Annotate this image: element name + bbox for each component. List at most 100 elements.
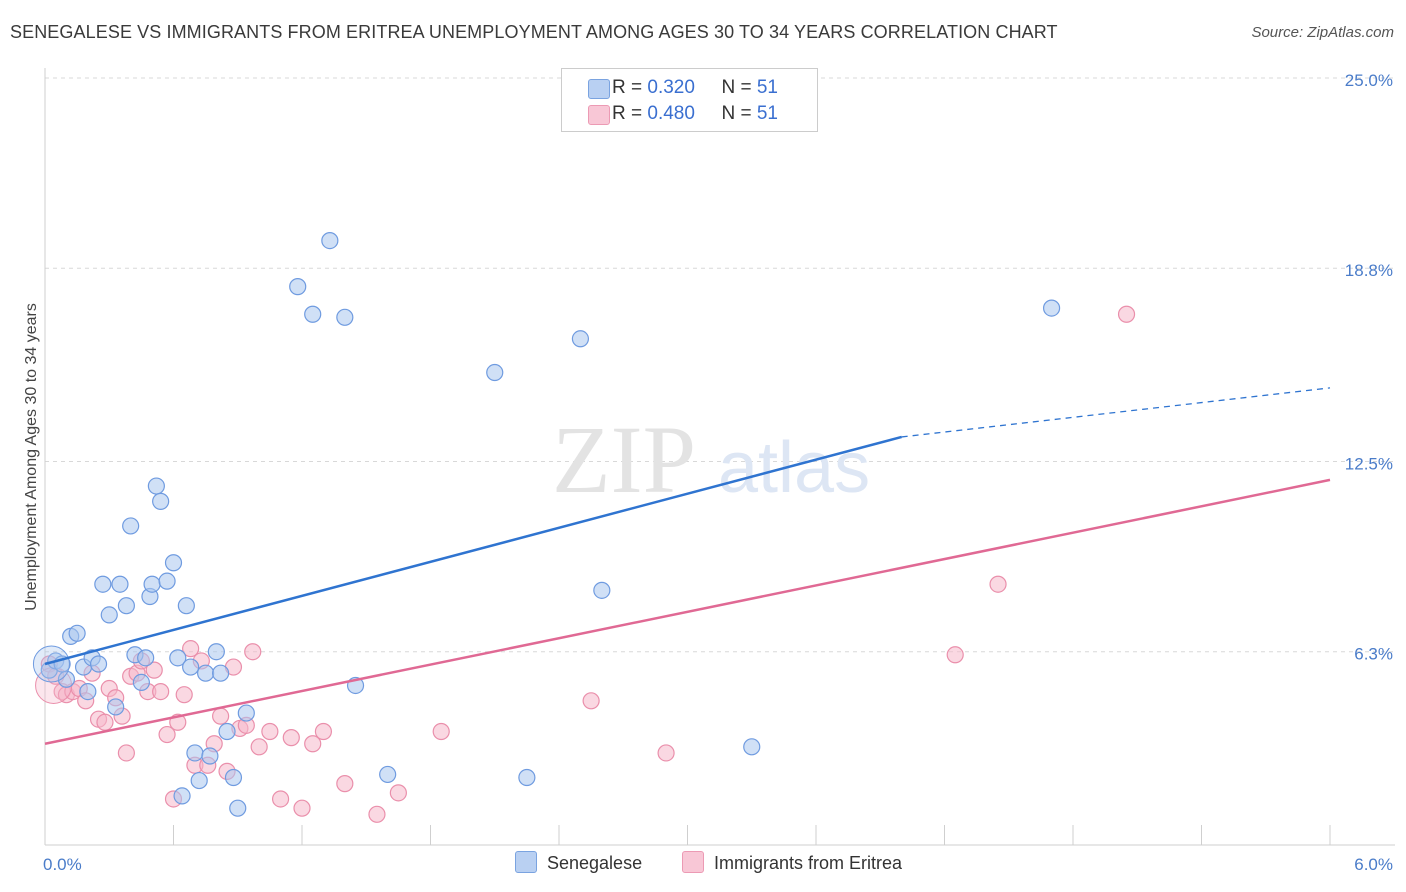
senegalese-point	[182, 658, 200, 676]
watermark-atlas: atlas	[718, 428, 870, 508]
axes	[44, 68, 1395, 846]
eritrea-point	[314, 722, 333, 741]
legend-n-value: 51	[756, 77, 778, 98]
senegalese-point	[164, 554, 183, 572]
senegalese-point	[743, 738, 761, 756]
eritrea-point	[96, 713, 114, 731]
eritrea-point	[582, 692, 600, 710]
bottom-swatch-pink	[682, 851, 704, 873]
senegalese-point	[571, 330, 590, 348]
senegalese-point	[68, 624, 86, 642]
senegalese-cluster-point	[32, 645, 70, 683]
legend-r-label: R =	[612, 77, 648, 98]
eritrea-point	[336, 775, 354, 793]
chart-title: SENEGALESE VS IMMIGRANTS FROM ERITREA UN…	[10, 22, 1058, 42]
senegalese-point	[190, 771, 208, 790]
gridlines	[45, 77, 1395, 653]
eritrea-point	[261, 722, 279, 741]
senegalese-point	[177, 597, 195, 615]
senegalese-point	[117, 597, 135, 615]
eritrea-trend-line	[44, 478, 1331, 745]
senegalese-point	[224, 768, 243, 787]
senegalese-point	[137, 649, 155, 667]
eritrea-point	[432, 722, 450, 741]
senegalese-point	[321, 232, 339, 250]
senegalese-point	[186, 744, 204, 762]
watermark-zip: ZIP	[552, 406, 696, 513]
bottom-legend-senegalese: Senegalese	[515, 851, 642, 874]
x-tick-label-min: 0.0%	[43, 855, 82, 874]
trend-lines	[44, 387, 1331, 745]
source-label: Source: ZipAtlas.com	[1251, 24, 1394, 41]
senegalese-point	[237, 704, 255, 722]
eritrea-point	[946, 646, 964, 664]
eritrea-point	[271, 790, 290, 808]
y-tick-label: 12.5%	[1345, 455, 1393, 474]
senegalese-point	[593, 581, 611, 599]
legend-n-value: 51	[756, 103, 778, 124]
watermark: ZIP atlas	[552, 406, 870, 513]
y-tick-labels: 6.3% 12.5% 18.8% 25.0%	[1345, 71, 1393, 664]
correlation-legend: R = 0.320 N = 51 R = 0.480 N = 51	[561, 68, 818, 132]
legend-r-value: 0.480	[647, 103, 695, 124]
eritrea-point	[989, 575, 1007, 593]
bottom-legend-eritrea: Immigrants from Eritrea	[682, 851, 902, 874]
senegalese-point	[79, 682, 97, 701]
senegalese-point	[152, 492, 170, 510]
senegalese-point	[147, 477, 165, 495]
y-axis-label: Unemployment Among Ages 30 to 34 years	[23, 303, 40, 611]
eritrea-point	[117, 744, 135, 762]
senegalese-point	[100, 606, 118, 624]
senegalese-point	[132, 673, 150, 691]
legend-row-senegalese: R = 0.320 N = 51	[588, 77, 778, 99]
eritrea-point	[293, 799, 311, 817]
eritrea-point	[182, 640, 200, 658]
eritrea-point	[175, 686, 193, 704]
eritrea-point	[152, 682, 170, 701]
eritrea-point	[1117, 305, 1136, 323]
legend-swatch-pink	[588, 105, 610, 125]
x-tick-labels: 0.0% 6.0%	[43, 855, 1393, 874]
senegalese-point	[122, 517, 140, 535]
legend-r-value: 0.320	[647, 77, 695, 98]
senegalese-point	[1042, 299, 1061, 317]
eritrea-point	[389, 784, 407, 802]
senegalese-point	[173, 787, 191, 805]
senegalese-point	[57, 670, 76, 688]
y-tick-label: 6.3%	[1354, 645, 1393, 664]
bottom-swatch-blue	[515, 851, 537, 873]
eritrea-point	[282, 729, 300, 747]
senegalese-point	[89, 655, 108, 673]
senegalese-point	[207, 643, 225, 661]
y-tick-label: 18.8%	[1345, 261, 1393, 280]
eritrea-point	[212, 707, 230, 725]
senegalese-point	[304, 305, 322, 323]
senegalese-point	[197, 664, 215, 682]
senegalese-point	[158, 572, 176, 590]
senegalese-point	[289, 278, 307, 296]
senegalese-trend-extension	[901, 387, 1331, 438]
bottom-legend-label: Senegalese	[547, 853, 643, 873]
legend-swatch-blue	[588, 79, 610, 99]
y-tick-label: 25.0%	[1345, 71, 1393, 90]
senegalese-point	[486, 363, 504, 382]
senegalese-point	[518, 768, 536, 787]
legend-r-label: R =	[612, 103, 648, 124]
senegalese-point	[94, 575, 112, 593]
eritrea-point	[304, 735, 322, 753]
eritrea-point	[368, 805, 386, 823]
legend-n-label: N =	[721, 77, 757, 98]
legend-n-label: N =	[721, 103, 757, 124]
senegalese-point	[143, 575, 161, 593]
series-senegalese-points	[32, 232, 1061, 817]
senegalese-point	[107, 698, 125, 716]
legend-row-eritrea: R = 0.480 N = 51	[588, 103, 778, 125]
senegalese-point	[229, 799, 247, 817]
senegalese-point	[218, 722, 236, 741]
bottom-legend-label: Immigrants from Eritrea	[714, 853, 903, 873]
eritrea-point	[145, 661, 163, 679]
eritrea-point	[158, 725, 176, 744]
x-tick-label-max: 6.0%	[1354, 855, 1393, 874]
senegalese-point	[201, 747, 219, 765]
